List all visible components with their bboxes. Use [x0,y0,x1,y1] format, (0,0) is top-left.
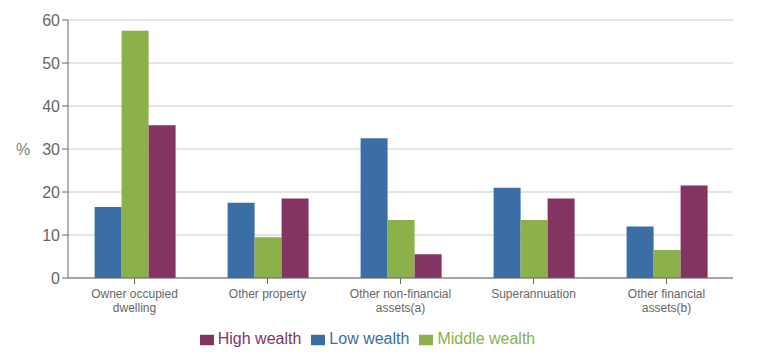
svg-text:0: 0 [51,270,60,287]
svg-text:40: 40 [42,98,60,115]
svg-text:Other financialassets(b): Other financialassets(b) [628,287,705,315]
svg-text:%: % [16,141,30,158]
svg-text:30: 30 [42,141,60,158]
html-text:Low wealth: Low wealth [329,330,410,347]
svg-text:10: 10 [42,227,60,244]
svg-text:50: 50 [42,55,60,72]
svg-text:Superannuation: Superannuation [491,287,576,301]
html-text:High wealth: High wealth [217,330,302,347]
svg-text:60: 60 [42,12,60,29]
svg-text:Owner occupieddwelling: Owner occupieddwelling [91,287,178,315]
svg-text:Other property: Other property [229,287,306,301]
svg-text:20: 20 [42,184,60,201]
html-text:Middle wealth: Middle wealth [437,330,536,347]
svg-text:Other non-financialassets(a): Other non-financialassets(a) [350,287,451,315]
